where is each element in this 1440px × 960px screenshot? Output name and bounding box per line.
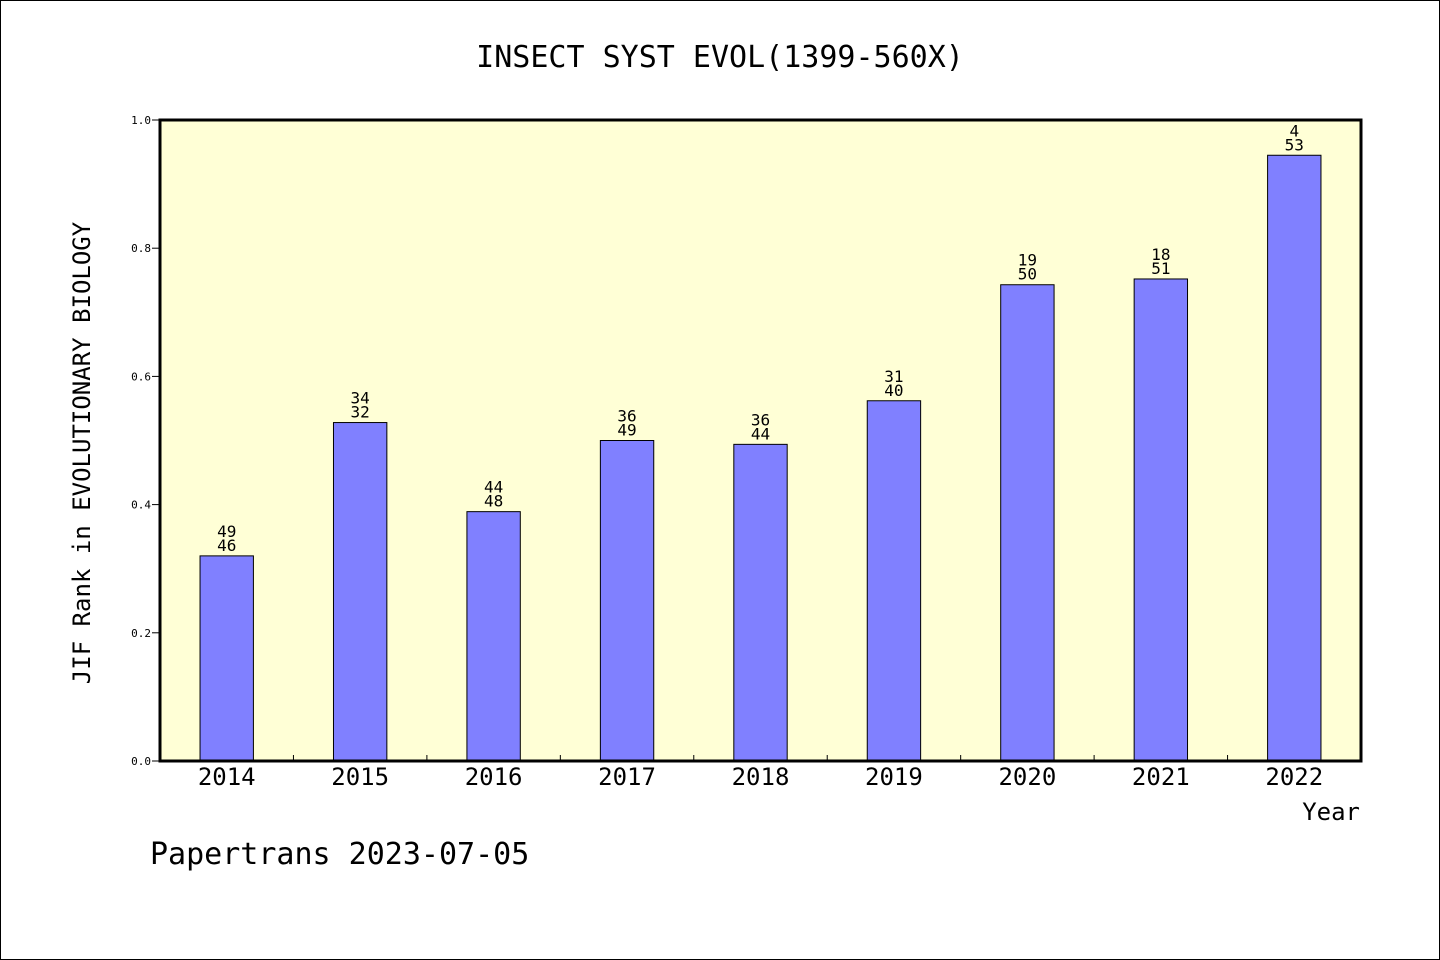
bar-2014	[199, 555, 254, 762]
bar-2015	[332, 422, 388, 762]
x-axis-label: Year	[1302, 798, 1360, 826]
y-axis-label: JIF Rank in EVOLUTIONARY BIOLOGY	[68, 221, 96, 684]
y-tick-label: 0.6	[131, 370, 151, 383]
bar-label-total: 44	[751, 424, 770, 443]
x-tick-label: 2019	[865, 763, 923, 791]
x-tick-label: 2022	[1265, 763, 1323, 791]
bar-2019	[866, 400, 922, 762]
x-tick-label: 2020	[998, 763, 1056, 791]
bar-label-rank: 36	[617, 407, 636, 426]
bar-label-total: 48	[484, 492, 503, 511]
bar-label-rank: 49	[217, 522, 236, 541]
x-tick-label: 2021	[1132, 763, 1190, 791]
bar-label-rank: 18	[1151, 245, 1170, 264]
chart-title: INSECT SYST EVOL(1399-560X)	[476, 40, 964, 75]
y-tick-label: 0.8	[131, 242, 151, 255]
bar-label-rank: 44	[484, 478, 503, 497]
source-footer: Papertrans 2023-07-05	[150, 837, 529, 872]
bar-label-rank: 4	[1289, 121, 1299, 140]
bar-label-total: 53	[1285, 135, 1304, 154]
bar-2018	[733, 443, 788, 762]
x-tick-label: 2017	[598, 763, 656, 791]
bar-2017	[599, 440, 655, 762]
y-tick-label: 0.4	[131, 499, 151, 512]
bar-label-total: 49	[617, 421, 636, 440]
plot-border	[158, 118, 1363, 763]
bar-label-rank: 34	[351, 389, 370, 408]
x-tick-label: 2015	[331, 763, 389, 791]
x-axis-tick-labels: 2014 2015 2016 2017 2018 2019 2020 2021 2022	[198, 755, 1323, 791]
y-tick-label: 0.0	[131, 755, 151, 768]
bar-2022	[1267, 154, 1322, 762]
bar-2016	[466, 511, 521, 762]
bar-label-total: 46	[217, 536, 236, 555]
bar-label-rank: 31	[884, 367, 903, 386]
bar-2021	[1133, 278, 1189, 762]
x-tick-label: 2016	[465, 763, 523, 791]
bar-label-rank: 19	[1018, 251, 1037, 270]
y-axis-tick-labels: 0.0 0.2 0.4 0.6 0.8 1.0	[131, 114, 160, 768]
bar-label-total: 32	[351, 403, 370, 422]
bar-label-total: 51	[1151, 259, 1170, 278]
bar-label-rank: 36	[751, 410, 770, 429]
y-tick-label: 1.0	[131, 114, 151, 127]
x-tick-label: 2014	[198, 763, 256, 791]
x-tick-label: 2018	[732, 763, 790, 791]
bar-label-total: 40	[884, 381, 903, 400]
y-tick-label: 0.2	[131, 627, 151, 640]
bar-2020	[1000, 284, 1055, 762]
bar-label-total: 50	[1018, 265, 1037, 284]
